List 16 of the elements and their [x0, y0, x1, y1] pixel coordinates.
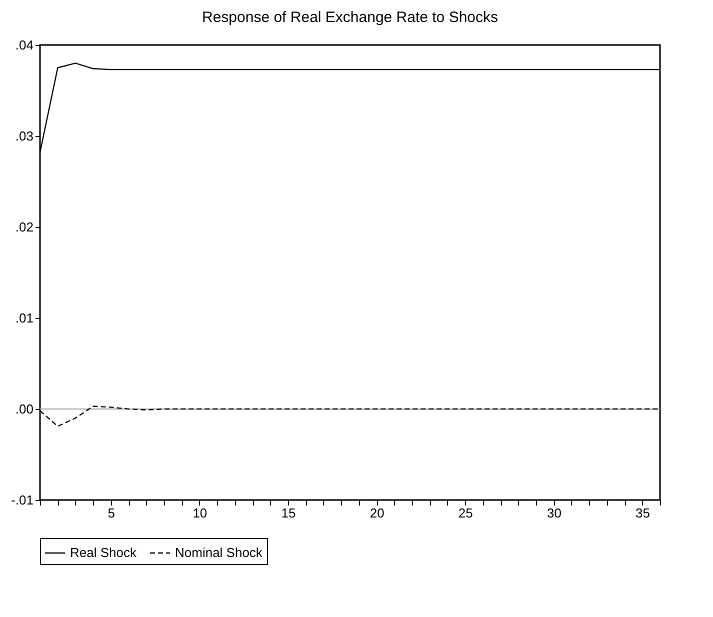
legend-label: Nominal Shock [175, 545, 263, 560]
x-tick-label: 30 [546, 506, 562, 520]
y-tick-label: .01 [15, 310, 34, 326]
x-tick-label: 35 [636, 506, 650, 520]
chart-title: Response of Real Exchange Rate to Shocks [202, 9, 498, 26]
x-tick-label: 15 [281, 506, 296, 520]
y-tick-label: .04 [15, 38, 34, 52]
y-tick-label: .02 [15, 220, 34, 234]
x-tick-label: 25 [458, 506, 473, 520]
y-tick-label: .00 [15, 402, 34, 416]
y-tick-label: -.01 [11, 492, 34, 508]
x-tick-label: 5 [108, 506, 115, 520]
y-tick-label: .03 [15, 128, 34, 144]
x-tick-label: 10 [192, 506, 208, 520]
legend-label: Real Shock [70, 545, 137, 560]
x-tick-label: 20 [370, 506, 384, 520]
